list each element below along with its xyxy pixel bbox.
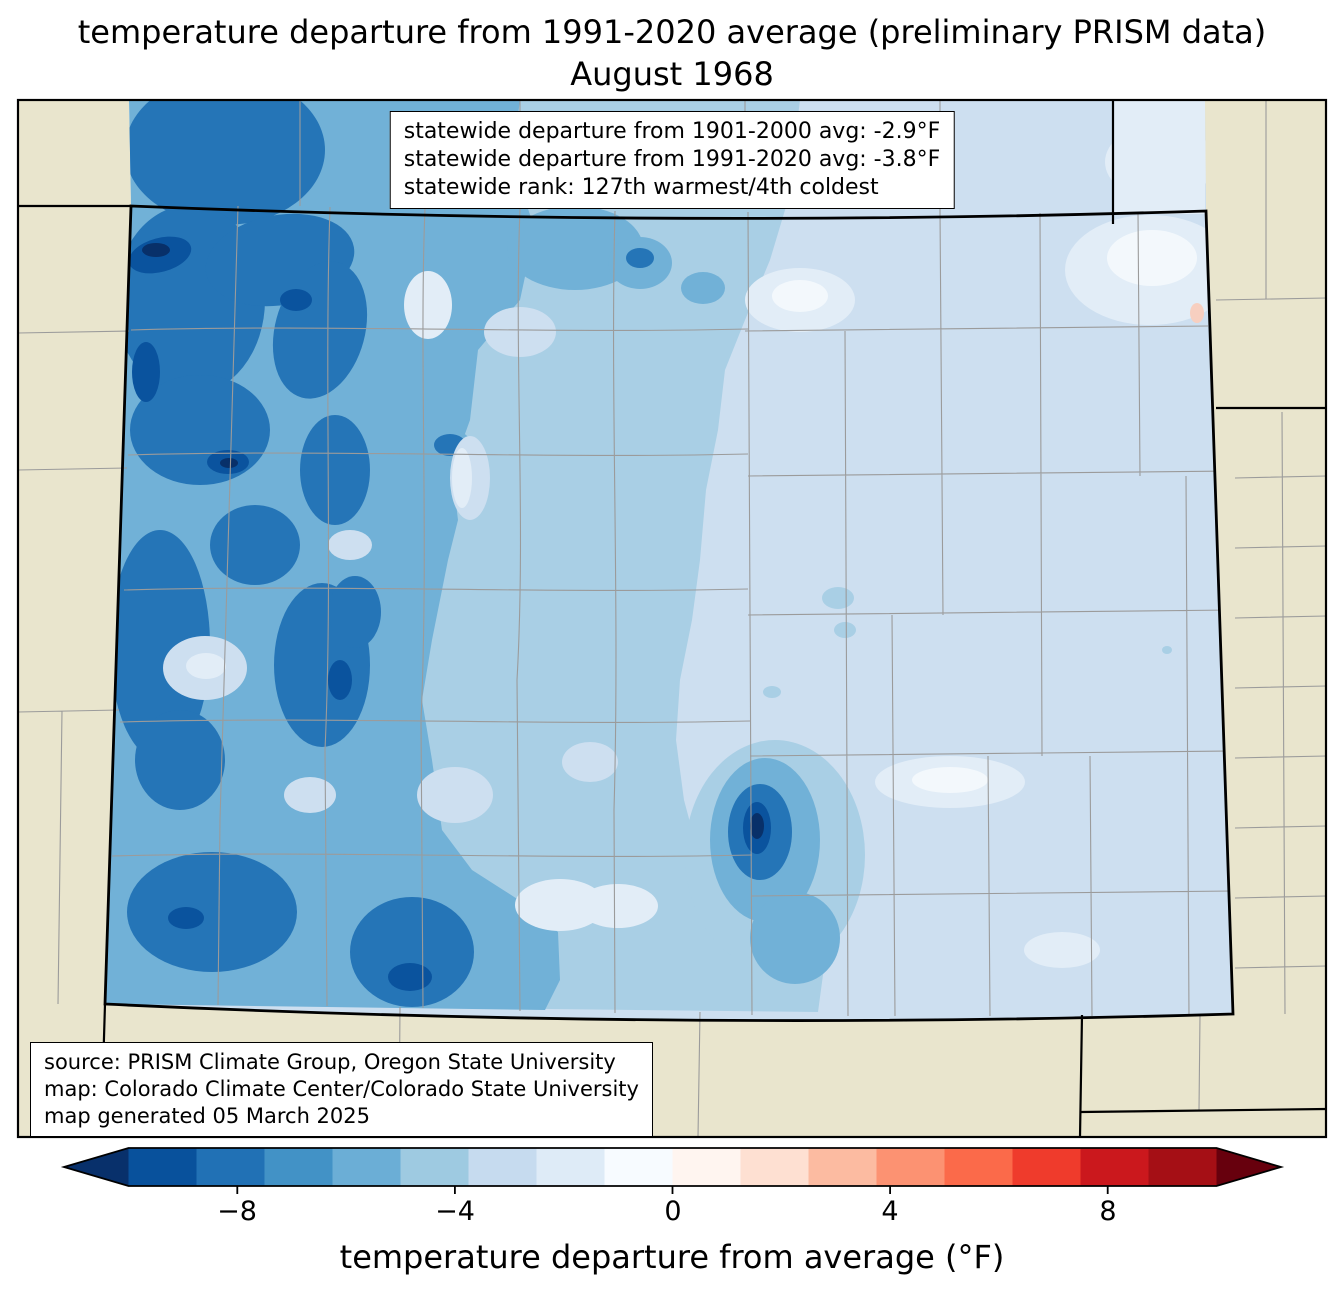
contour-region [578,884,658,928]
stat-statewide-rank: statewide rank: 127th warmest/4th coldes… [403,175,879,200]
contour-region [515,879,605,931]
county-lines [111,100,1233,1019]
colorbar-tick-8: 8 [1099,1196,1117,1227]
stat-departure-1901-2000: statewide departure from 1901-2000 avg: … [403,119,941,144]
contour-region [1105,124,1215,200]
contour-region [750,892,840,984]
contour-region [142,243,170,257]
colorbar-left-arrow [64,1148,129,1186]
contour-region [110,530,210,760]
contour-region [417,767,493,823]
contour-region [328,660,352,700]
contour-region [562,742,618,782]
contour-region [127,852,297,972]
colorbar-segment [604,1148,673,1186]
contour-region [125,100,325,225]
colorbar-segment [808,1148,877,1186]
contour-region [168,907,204,929]
county-lines-east [744,209,1233,1019]
contour-region [135,710,225,810]
contour-region [280,289,312,311]
contour-region [1107,230,1197,286]
plot-area [18,100,1326,1137]
colorbar-segment [264,1148,333,1186]
colorbar-tick-neg8: −8 [217,1196,257,1227]
generated-date-line: map generated 05 March 2025 [44,1104,371,1128]
contour-region [388,963,432,991]
contour-region [452,448,472,508]
colorbar-tick-neg4: −4 [435,1196,475,1227]
colorbar-segment [468,1148,537,1186]
colorado-state-outline [103,204,1235,1022]
map-credit-line: map: Colorado Climate Center/Colorado St… [44,1077,639,1101]
contour-region [763,686,781,698]
contour-region [681,272,725,304]
contour-region [329,576,381,648]
colorbar-segment [1148,1148,1217,1186]
contour-region [822,587,854,609]
field-light-layer [186,100,1233,968]
field-lightest-layer [772,230,1197,793]
contour-region [834,622,856,638]
colorbar-segment [672,1148,741,1186]
contour-region [350,897,474,1007]
plot-frame [16,98,1328,1139]
contour-region [1024,932,1100,968]
contour-region [328,530,372,560]
colorbar-segment [536,1148,605,1186]
map-title-line1: temperature departure from 1991-2020 ave… [77,13,1267,51]
source-line: source: PRISM Climate Group, Oregon Stat… [44,1050,616,1074]
contour-region [750,813,764,839]
contour-region [220,458,238,468]
colorbar-segment [196,1148,265,1186]
temperature-field [105,100,1233,1021]
contour-region [284,777,336,813]
colorbar-tick-4: 4 [881,1196,899,1227]
contour-region [626,248,654,268]
colorbar-tick-0: 0 [664,1196,682,1227]
contour-region [772,280,828,312]
statewide-stats-box: statewide departure from 1901-2000 avg: … [389,111,955,209]
neighbor-state-borders [18,100,1326,1137]
contour-region [1162,646,1172,654]
stat-departure-1991-2020: statewide departure from 1991-2020 avg: … [403,147,941,172]
colorbar-axis-label: temperature departure from average (°F) [339,1238,1005,1276]
colorbar-segment [332,1148,401,1186]
map-title-line2: August 1968 [570,55,774,93]
colorbar-segment [944,1148,1013,1186]
contour-region [210,505,300,585]
colorbar-tick-marks [236,1186,1109,1194]
colorbar-segment [128,1148,197,1186]
colorbar-outline [60,1147,1285,1187]
contour-region [484,307,556,357]
contour-region [404,271,452,339]
contour-region [132,342,160,402]
county-lines-west [111,205,753,1014]
colorbar [60,1147,1285,1194]
contour-region [300,415,370,525]
colorbar-segment [740,1148,809,1186]
colorbar-segment [876,1148,945,1186]
colorbar-segment [400,1148,469,1186]
warm-anomaly-spot [1190,303,1204,323]
source-credit-box: source: PRISM Climate Group, Oregon Stat… [30,1042,653,1137]
contour-region [186,653,226,679]
contour-region [912,767,988,793]
field-darkest-layer [142,243,764,839]
colorbar-right-arrow [1216,1148,1281,1186]
colorbar-segment [1012,1148,1081,1186]
colorbar-segment [1080,1148,1149,1186]
